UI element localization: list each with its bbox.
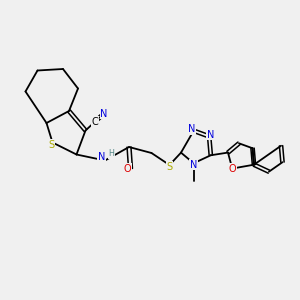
Text: N: N xyxy=(100,109,108,119)
Text: S: S xyxy=(167,161,172,172)
Text: N: N xyxy=(98,152,105,163)
Text: O: O xyxy=(124,164,131,174)
Text: N: N xyxy=(190,160,197,170)
Text: H: H xyxy=(109,149,115,158)
Text: N: N xyxy=(188,124,196,134)
Text: N: N xyxy=(207,130,214,140)
Text: S: S xyxy=(48,140,54,150)
Text: C: C xyxy=(92,117,99,127)
Text: O: O xyxy=(228,164,236,173)
